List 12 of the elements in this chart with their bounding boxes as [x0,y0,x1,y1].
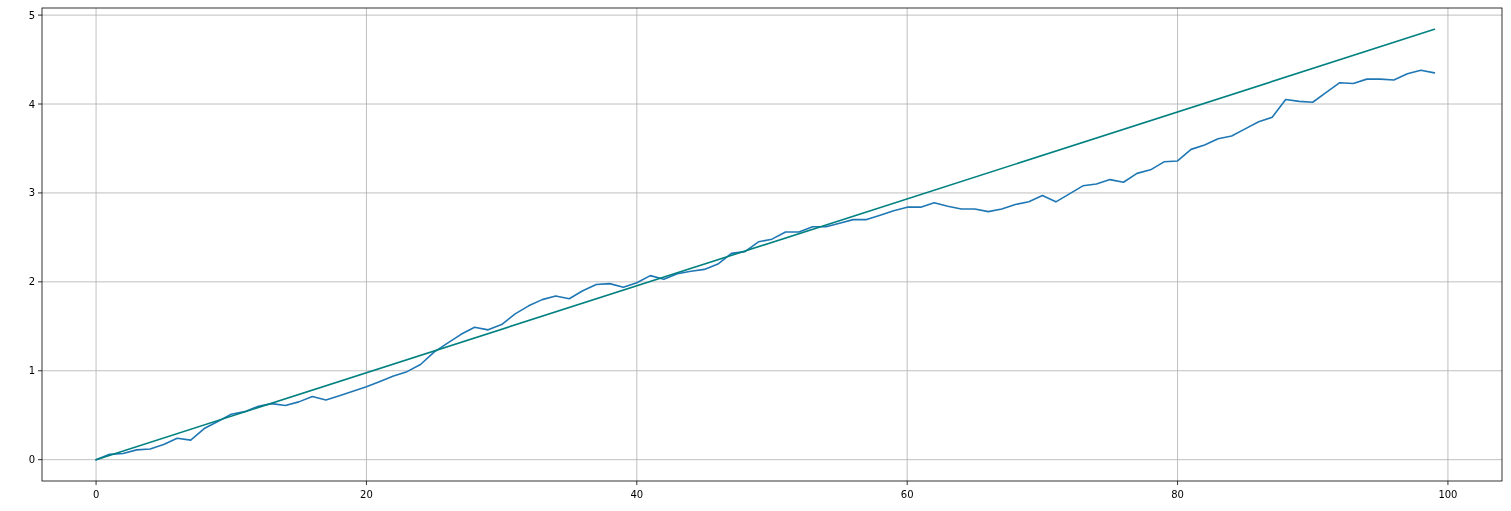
x-tick-label: 0 [92,489,100,500]
y-tick-label: 3 [28,187,35,199]
y-tick-label: 2 [28,276,35,288]
y-tick-label: 0 [28,454,35,466]
x-tick-label: 40 [630,489,644,500]
y-tick-label: 4 [28,98,35,110]
x-tick-label: 100 [1438,489,1458,500]
x-tick-label: 80 [1171,489,1184,500]
x-tick-label: 60 [900,489,914,500]
x-tick-label: 20 [360,489,373,500]
y-tick-label: 1 [28,365,35,377]
y-tick-label: 5 [28,9,35,21]
